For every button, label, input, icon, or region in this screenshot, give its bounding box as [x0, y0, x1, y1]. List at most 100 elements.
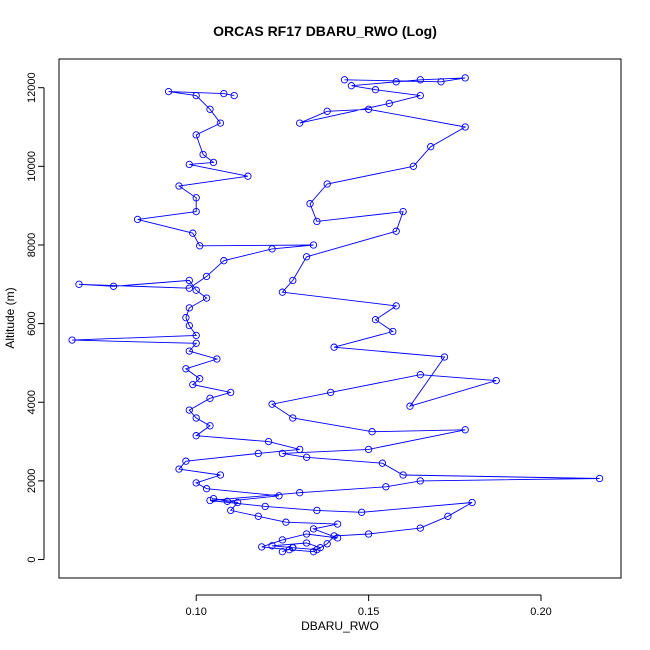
y-tick-label: 8000	[26, 233, 38, 257]
data-point	[378, 459, 387, 467]
data-point	[323, 540, 331, 548]
data-point	[302, 539, 311, 547]
data-point	[296, 119, 304, 127]
data-point	[399, 471, 407, 479]
y-tick-label: 0	[26, 556, 38, 562]
data-point	[75, 280, 83, 288]
data-point	[192, 339, 200, 347]
data-point	[216, 119, 225, 127]
data-point	[416, 91, 424, 100]
data-point	[392, 227, 400, 235]
chart-title: ORCAS RF17 DBARU_RWO (Log)	[213, 23, 437, 39]
data-point	[302, 253, 311, 261]
data-point	[323, 180, 331, 188]
data-point	[492, 376, 500, 385]
data-point	[192, 207, 200, 216]
x-tick-label: 0.15	[358, 606, 379, 618]
data-point	[133, 215, 142, 224]
data-point	[196, 242, 204, 250]
data-point	[416, 76, 424, 84]
data-point	[313, 506, 321, 515]
data-point	[461, 123, 469, 131]
data-point	[416, 524, 424, 532]
data-point	[289, 414, 297, 422]
data-point	[164, 87, 173, 96]
data-point	[595, 474, 604, 483]
data-point	[185, 304, 193, 312]
data-point	[233, 498, 242, 507]
data-point	[278, 536, 287, 544]
data-point	[182, 365, 190, 373]
data-point	[427, 143, 435, 151]
data-point	[185, 276, 193, 285]
data-point	[213, 355, 221, 363]
data-point	[302, 453, 311, 461]
data-point	[313, 546, 321, 554]
data-point	[364, 105, 373, 113]
series-layer	[68, 74, 604, 556]
data-point	[209, 158, 218, 167]
data-point	[192, 91, 200, 100]
data-point	[333, 520, 342, 528]
y-tick-label: 6000	[26, 311, 38, 335]
data-point	[175, 182, 183, 190]
y-tick-label: 2000	[26, 469, 38, 493]
data-point	[199, 150, 207, 159]
data-point	[202, 294, 211, 302]
data-point	[358, 508, 366, 516]
data-point	[185, 321, 193, 330]
data-point	[185, 160, 193, 169]
data-point	[364, 445, 373, 454]
data-point	[182, 457, 190, 465]
data-point	[364, 530, 373, 538]
data-point	[444, 512, 452, 520]
data-point	[392, 78, 400, 86]
axis-layer: 0.10 0.15 0.20 0 2000 4000 6000 8000 10000 12000	[26, 72, 552, 618]
data-point	[192, 414, 200, 422]
data-point	[196, 375, 204, 383]
data-point	[268, 245, 276, 253]
data-point	[371, 86, 380, 94]
x-tick-label: 0.20	[530, 606, 551, 618]
data-point	[416, 477, 424, 485]
data-point	[216, 471, 225, 479]
data-point	[468, 498, 476, 507]
data-point	[206, 496, 214, 505]
y-tick-label: 12000	[26, 72, 38, 103]
data-point	[220, 257, 228, 265]
y-tick-label: 4000	[26, 390, 38, 414]
data-point	[437, 78, 445, 86]
data-point	[385, 99, 393, 108]
data-point	[392, 302, 400, 310]
data-point	[258, 543, 266, 551]
data-point	[206, 394, 214, 402]
data-point	[306, 200, 314, 208]
data-point	[192, 131, 200, 139]
data-point	[254, 512, 262, 520]
data-point	[175, 465, 183, 473]
y-tick-label: 10000	[26, 151, 38, 182]
data-point	[440, 353, 449, 361]
data-point	[330, 343, 338, 351]
data-point	[340, 76, 349, 84]
data-point	[185, 284, 193, 292]
data-point	[192, 479, 200, 487]
data-point	[313, 217, 321, 226]
data-point	[399, 207, 407, 216]
series-line-2	[209, 77, 600, 551]
data-point	[109, 282, 118, 290]
plot-frame	[58, 58, 622, 579]
data-point	[182, 314, 190, 322]
data-point	[289, 544, 297, 552]
data-point	[327, 388, 335, 397]
data-point	[192, 286, 200, 294]
data-point	[261, 502, 269, 511]
data-point	[192, 194, 200, 202]
data-point	[268, 400, 276, 408]
data-point	[209, 494, 218, 503]
data-point	[254, 449, 262, 458]
data-point	[230, 91, 238, 100]
x-tick-label: 0.10	[186, 606, 207, 618]
data-point	[227, 388, 235, 397]
